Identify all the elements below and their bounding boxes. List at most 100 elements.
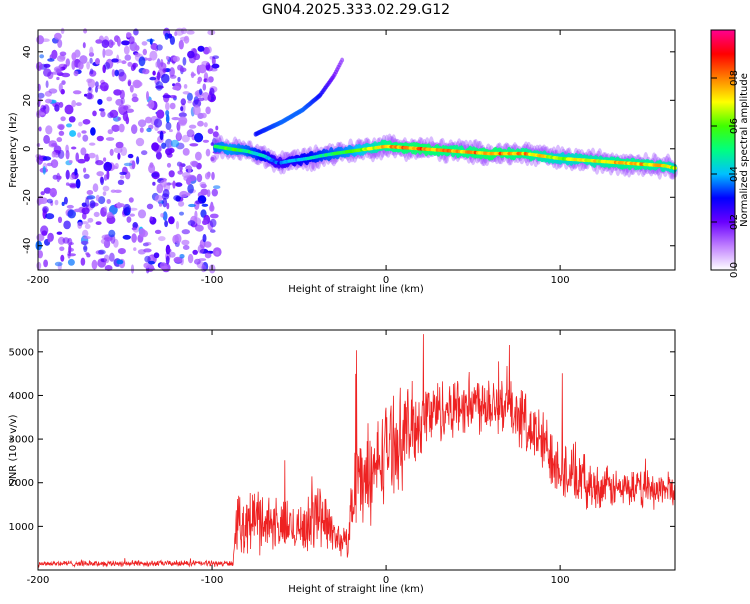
spectrogram-noise-blob	[205, 106, 211, 115]
spectrogram-noise-blob	[196, 92, 200, 96]
spectrogram-noise-blob	[102, 191, 107, 197]
spectrogram-noise-blob	[129, 85, 134, 93]
spectrogram-noise-blob	[37, 195, 44, 205]
spectrogram-noise-blob	[197, 120, 204, 127]
spectrogram-noise-blob	[116, 259, 124, 265]
snr-y-ticks: 1000 2000 3000 4000 5000	[9, 347, 675, 533]
spectrogram-noise-blob	[47, 234, 51, 243]
spectrogram-noise-blob	[151, 172, 160, 178]
spectrogram-noise-blob	[131, 160, 136, 170]
spectrogram-noise-blob	[83, 167, 87, 173]
spectrogram-noise-blob	[207, 128, 214, 135]
spectrogram-noise-blob	[92, 183, 99, 193]
spectrogram-noise-blob	[186, 177, 192, 185]
spectrogram-noise-blob	[147, 57, 152, 62]
snr-panel: -200 -100 0 100 1000 2000 3000 4000 5000 Height…	[8, 329, 676, 595]
spectrogram-noise-blob	[75, 178, 81, 189]
spectrogram-noise-blob	[123, 105, 129, 110]
spectrogram-noise-blob	[182, 56, 187, 66]
spectrogram-noise-blob	[106, 211, 114, 219]
spectrogram-noise-blob	[114, 69, 119, 77]
spectrogram-noise-blob	[103, 206, 108, 212]
spectrogram-noise-blob	[117, 59, 122, 63]
spectrogram-noise-blob	[117, 69, 125, 77]
spectrogram-noise-blob	[149, 38, 153, 45]
spectrogram-noise-blob	[205, 79, 211, 83]
spectrogram-noise-blob	[146, 91, 149, 101]
spectrogram-noise-blob	[187, 220, 196, 226]
spectrogram-noise-blob	[71, 60, 76, 70]
spectrogram-noise-blob	[187, 50, 195, 59]
spectrogram-noise-blob	[162, 189, 170, 198]
spectrogram-noise-blob	[198, 88, 203, 96]
spectrogram-noise-blob	[95, 194, 100, 202]
spectrogram-noise-blob	[138, 56, 146, 67]
spectrogram-noise-blob	[172, 56, 180, 62]
spectrogram-noise-blob	[42, 207, 48, 214]
spectrogram-noise-blob	[180, 98, 186, 106]
spectrogram-noise-blob	[38, 126, 42, 132]
spectrogram-noise-blob	[69, 130, 77, 137]
spectrogram-noise-blob	[57, 175, 62, 180]
spectrogram-noise-blob	[202, 219, 208, 225]
spectrogram-noise-blob	[209, 204, 215, 212]
spectrogram-noise-blob	[195, 200, 203, 205]
spectrogram-branch	[253, 57, 345, 137]
spectrogram-noise-blob	[137, 249, 146, 255]
spectrogram-noise-blob	[215, 250, 220, 256]
spectrogram-noise-blob	[159, 179, 168, 188]
spectrogram-noise-blob	[182, 91, 190, 95]
spectrogram-noise-blob	[80, 257, 86, 266]
spectrogram-noise-blob	[179, 190, 189, 198]
spectrogram-noise-blob	[162, 94, 171, 99]
spectrogram-noise-blob	[109, 252, 115, 262]
spectrogram-noise-blob	[211, 63, 220, 69]
spectrogram-noise-blob	[155, 151, 162, 160]
spectrogram-noise-blob	[87, 217, 94, 223]
spectrogram-noise-blob	[81, 202, 87, 208]
spectrogram-noise-blob	[51, 49, 58, 60]
spectrogram-noise-blob	[149, 76, 157, 81]
spectrogram-noise-blob	[144, 255, 151, 263]
spectrogram-noise-blob	[199, 181, 207, 187]
spectrogram-x-tick-label: -200	[27, 275, 50, 286]
spectrogram-noise-blob	[211, 171, 215, 181]
spectrogram-noise-blob	[141, 150, 148, 156]
spectrogram-noise-blob	[188, 124, 197, 129]
spectrogram-noise-blob	[201, 60, 209, 66]
spectrogram-noise-blob	[204, 252, 212, 259]
spectrogram-noise-blob	[205, 148, 211, 157]
spectrogram-noise-blob	[156, 44, 163, 51]
spectrogram-noise-blob	[54, 32, 62, 40]
spectrogram-noise-blob	[86, 61, 90, 70]
spectrogram-noise-blob	[71, 146, 77, 150]
spectrogram-noise-blob	[182, 148, 190, 156]
spectrogram-noise-blob	[162, 197, 168, 208]
spectrogram-noise-blob	[67, 250, 71, 259]
spectrogram-noise-blob	[86, 92, 93, 100]
spectrogram-noise-blob	[192, 99, 202, 108]
spectrogram-noise-blob	[97, 98, 103, 105]
spectrogram-noise-blob	[133, 247, 137, 252]
spectrogram-noise-blob	[102, 185, 110, 192]
colorbar-label: Normalized spectral amplitude	[739, 73, 750, 227]
spectrogram-noise-blob	[92, 110, 97, 117]
spectrogram-noise-blob	[212, 55, 220, 59]
spectrogram-noise-blob	[146, 203, 154, 210]
spectrogram-noise-blob	[156, 109, 165, 119]
spectrogram-noise-blob	[178, 119, 187, 127]
spectrogram-noise-blob	[186, 30, 195, 35]
spectrogram-noise-blob	[161, 142, 167, 149]
spectrogram-noise-blob	[166, 202, 170, 210]
spectrogram-noise-blob	[162, 68, 167, 73]
spectrogram-y-tick-label: 20	[22, 94, 33, 107]
spectrogram-noise-blob	[178, 39, 184, 50]
colorbar-ticks: 0.0 0.2 0.4 0.6 0.8	[711, 70, 740, 278]
spectrogram-noise-blob	[82, 229, 89, 238]
spectrogram-noise-blob	[58, 124, 65, 131]
spectrogram-noise-blob	[115, 141, 124, 149]
spectrogram-noise-blob	[81, 130, 87, 134]
spectrogram-noise-blob	[66, 204, 74, 209]
